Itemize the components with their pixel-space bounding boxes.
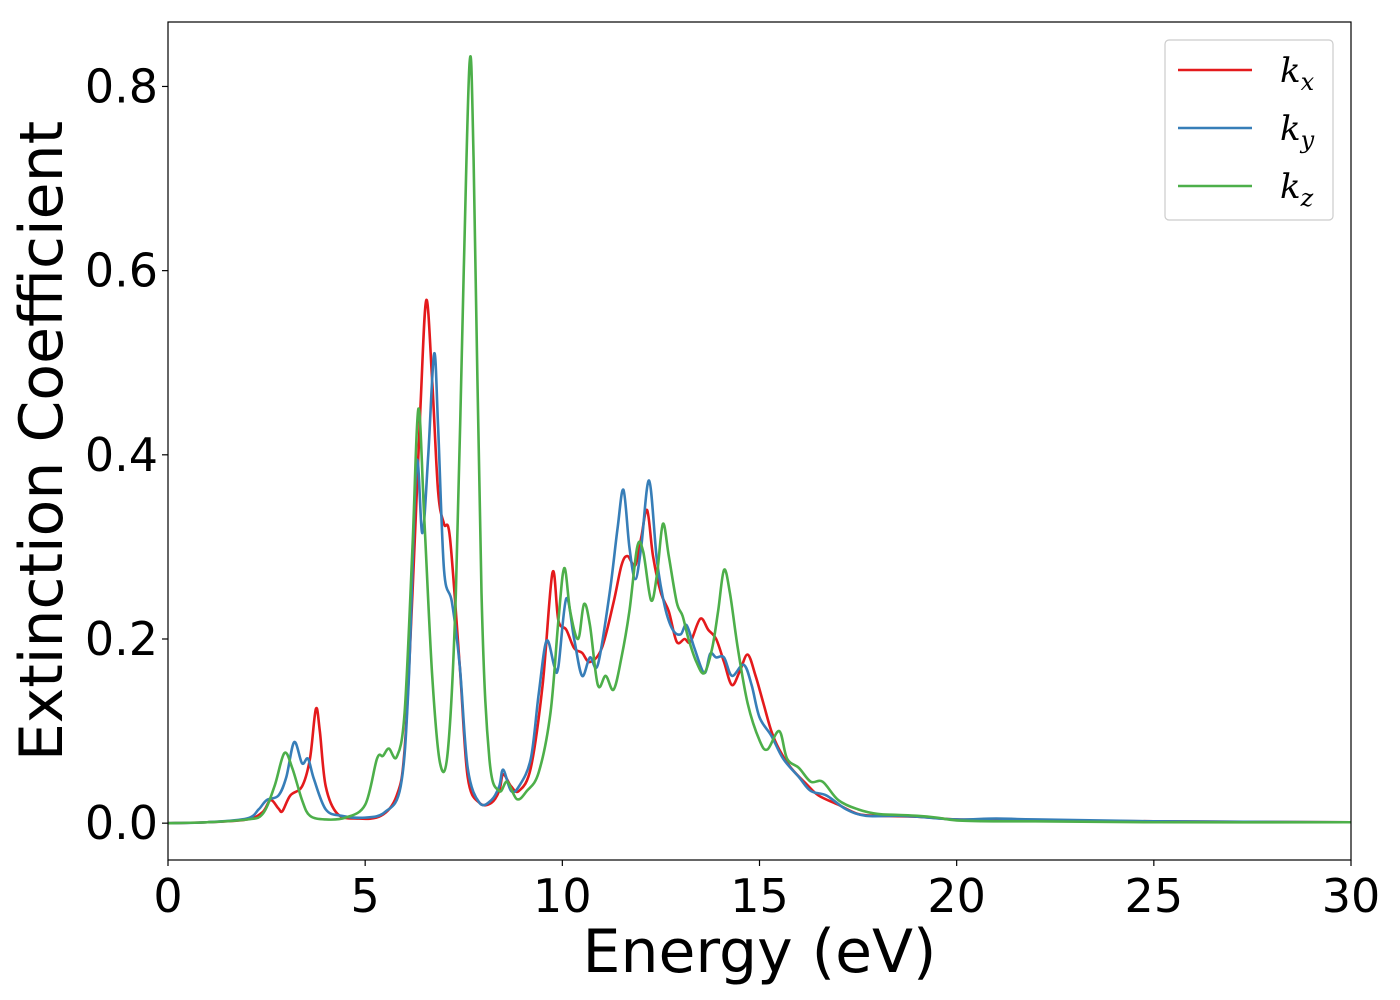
x-tick-label: 10	[533, 869, 592, 923]
x-tick-label: 0	[153, 869, 182, 923]
legend-subscript: z	[1300, 184, 1314, 212]
legend-subscript: y	[1300, 126, 1315, 154]
x-tick-label: 15	[730, 869, 789, 923]
y-tick-label: 0.0	[85, 796, 158, 850]
y-tick-label: 0.8	[85, 59, 158, 113]
x-tick-label: 5	[351, 869, 380, 923]
legend-label-x: kx	[1280, 51, 1315, 96]
series-line-x	[168, 298, 1351, 825]
y-axis-title: Extinction Coefficient	[7, 121, 77, 761]
series-line-y	[168, 352, 1351, 825]
series-line-z	[168, 55, 1351, 825]
x-axis-title: Energy (eV)	[583, 917, 937, 987]
series-layer	[168, 55, 1351, 825]
x-axis: 0 5 10 15 20 25 30	[153, 860, 1380, 923]
x-tick-label: 20	[927, 869, 986, 923]
y-axis: 0.0 0.2 0.4 0.6 0.8	[85, 59, 168, 850]
legend-subscript: x	[1301, 68, 1315, 96]
y-tick-label: 0.2	[85, 612, 158, 666]
x-tick-label: 25	[1125, 869, 1184, 923]
legend-label-y: ky	[1280, 109, 1315, 154]
legend-box	[1164, 39, 1334, 221]
y-tick-label: 0.6	[85, 244, 158, 298]
x-tick-label: 30	[1322, 869, 1381, 923]
y-tick-label: 0.4	[85, 428, 158, 482]
